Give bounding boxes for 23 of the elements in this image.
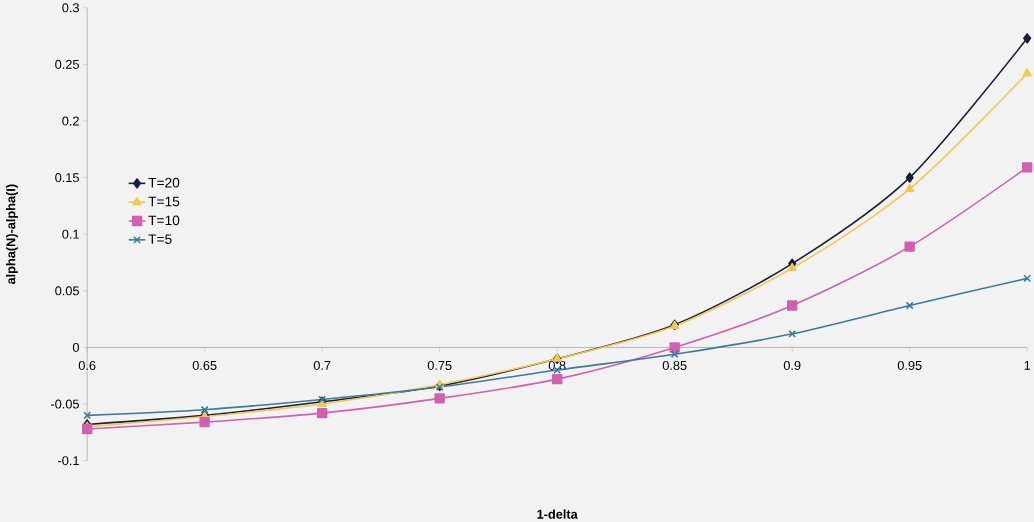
y-tick-label: 0.25 — [55, 59, 79, 69]
y-tick-label: 0.15 — [55, 173, 79, 183]
x-tick-label: 0.6 — [78, 360, 96, 370]
legend-label: T=5 — [148, 234, 172, 244]
x-tick-label: 0.95 — [897, 360, 922, 370]
x-tick-label: 0.75 — [427, 360, 452, 370]
y-tick-label: 0.1 — [62, 229, 79, 239]
legend-label: T=15 — [148, 196, 180, 207]
y-tick-label: 0.3 — [62, 3, 79, 13]
legend-label: T=10 — [148, 215, 180, 226]
x-axis-title: 1-delta — [537, 509, 578, 519]
x-tick-label: 0.7 — [313, 360, 331, 370]
legend-label: T=20 — [148, 177, 180, 188]
y-tick-label: -0.05 — [51, 399, 79, 409]
y-tick-label: -0.1 — [58, 456, 79, 466]
y-tick-label: 0.05 — [55, 286, 79, 296]
y-axis-title: alpha(N)-alpha(I) — [5, 184, 18, 285]
x-tick-label: 0.9 — [783, 360, 801, 370]
y-tick-label: 0.2 — [62, 116, 79, 126]
x-tick-label: 0.85 — [662, 360, 687, 370]
x-tick-label: 1 — [1024, 360, 1031, 370]
x-tick-label: 0.65 — [192, 360, 217, 370]
y-tick-label: 0 — [72, 342, 80, 352]
